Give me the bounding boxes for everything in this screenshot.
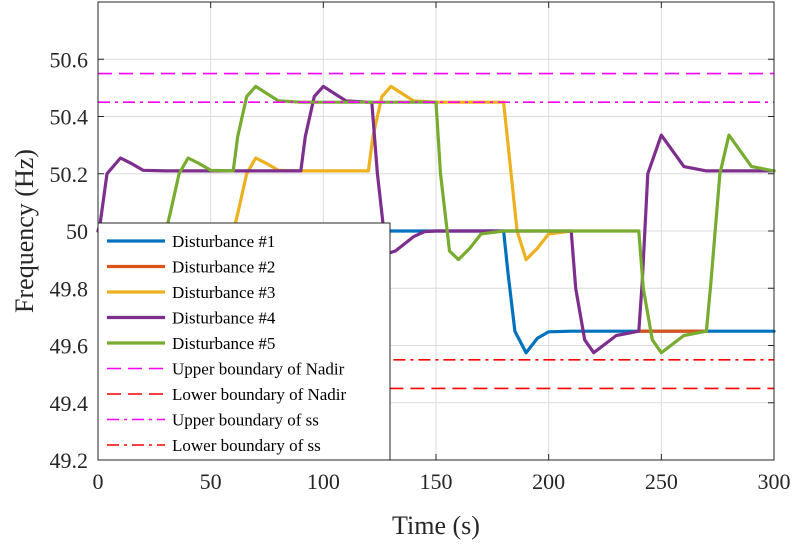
series-line-3 <box>231 84 573 262</box>
x-tick-label: 150 <box>420 469 453 494</box>
tick-layer: 0 50 100 150 200 250 300 49.2 49.4 49.6 49.8 50 50.2… <box>50 2 791 494</box>
x-tick-label: 300 <box>758 469 791 494</box>
x-tick-label: 200 <box>532 469 565 494</box>
x-axis-label: Time (s) <box>392 511 480 540</box>
legend-label-2: Disturbance #2 <box>172 258 275 277</box>
legend-label-3: Disturbance #3 <box>172 283 275 302</box>
y-axis-label: Frequency (Hz) <box>10 149 39 313</box>
x-tick-label: 250 <box>645 469 678 494</box>
y-tick-label: 49.6 <box>50 334 89 359</box>
y-tick-label: 49.4 <box>50 391 89 416</box>
y-tick-label: 49.2 <box>50 448 89 473</box>
legend-label-7: Lower boundary of Nadir <box>172 385 347 404</box>
legend-label-8: Upper boundary of ss <box>172 411 319 430</box>
series-line-4 <box>96 84 776 355</box>
y-tick-label: 50.2 <box>50 162 89 187</box>
y-tick-label: 49.8 <box>50 276 89 301</box>
legend: Disturbance #1 Disturbance #2 Disturbance … <box>97 222 391 461</box>
x-tick-label: 0 <box>93 469 104 494</box>
x-tick-label: 100 <box>307 469 340 494</box>
legend-label-9: Lower boundary of ss <box>172 436 321 455</box>
x-tick-label: 50 <box>200 469 222 494</box>
y-tick-label: 50.6 <box>50 47 89 72</box>
y-tick-label: 50.4 <box>50 105 89 130</box>
legend-label-1: Disturbance #1 <box>172 232 275 251</box>
series-line-5 <box>164 84 776 355</box>
series-layer <box>96 72 776 390</box>
legend-label-5: Disturbance #5 <box>172 334 275 353</box>
legend-label-6: Upper boundary of Nadir <box>172 360 345 379</box>
y-tick-label: 50 <box>66 219 88 244</box>
legend-label-4: Disturbance #4 <box>172 309 276 328</box>
series-line-1 <box>96 229 776 355</box>
